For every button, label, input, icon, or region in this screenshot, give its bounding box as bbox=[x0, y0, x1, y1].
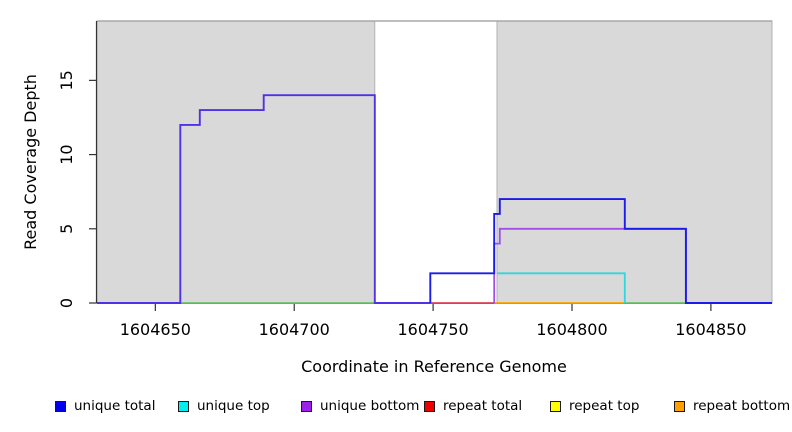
legend-item-repeat-bottom: repeat bottom bbox=[674, 397, 790, 415]
series-unique-total-left-region- bbox=[97, 94, 431, 304]
x-tick-label: 1604650 bbox=[120, 320, 191, 339]
legend-label: unique bottom bbox=[320, 398, 420, 414]
shaded-region bbox=[96, 20, 376, 304]
repeat-bottom-swatch-icon bbox=[674, 400, 685, 412]
shaded-region bbox=[496, 20, 773, 304]
legend-label: unique top bbox=[197, 398, 270, 414]
coverage-plot: 0 5 10 15 1604650 1604700 1604750 1604800 160485… bbox=[21, 20, 773, 376]
x-tick-label: 1604850 bbox=[675, 320, 746, 339]
legend-item-repeat-total: repeat total bbox=[424, 397, 522, 415]
y-tick-label: 15 bbox=[57, 70, 76, 90]
unique-top-swatch-icon bbox=[178, 400, 189, 412]
legend-label: repeat total bbox=[443, 398, 523, 414]
legend-item-unique-top: unique top bbox=[178, 397, 270, 415]
legend: unique total unique top unique bottom re… bbox=[0, 397, 792, 417]
x-tick-label: 1604800 bbox=[536, 320, 607, 339]
y-tick-label: 0 bbox=[57, 298, 76, 308]
legend-label: unique total bbox=[74, 398, 156, 414]
legend-item-unique-bottom: unique bottom bbox=[301, 397, 419, 415]
series-unique-total-right-region- bbox=[429, 198, 772, 304]
legend-item-repeat-top: repeat top bbox=[550, 397, 639, 415]
y-tick-label: 5 bbox=[57, 224, 76, 234]
series-unique-top bbox=[497, 272, 626, 303]
series-lines bbox=[97, 94, 772, 304]
unique-bottom-swatch-icon bbox=[301, 400, 312, 412]
repeat-top-swatch-icon bbox=[550, 400, 561, 412]
y-axis-title: Read Coverage Depth bbox=[21, 74, 40, 250]
repeat-total-swatch-icon bbox=[424, 400, 435, 412]
x-axis-title: Coordinate in Reference Genome bbox=[301, 357, 567, 376]
legend-label: repeat top bbox=[569, 398, 640, 414]
x-tick-label: 1604700 bbox=[259, 320, 330, 339]
x-tick-label: 1604750 bbox=[397, 320, 468, 339]
y-tick-label: 10 bbox=[57, 144, 76, 164]
unique-total-swatch-icon bbox=[55, 400, 66, 412]
legend-item-unique-total: unique total bbox=[55, 397, 155, 415]
shaded-regions bbox=[96, 20, 773, 304]
legend-label: repeat bottom bbox=[693, 398, 791, 414]
